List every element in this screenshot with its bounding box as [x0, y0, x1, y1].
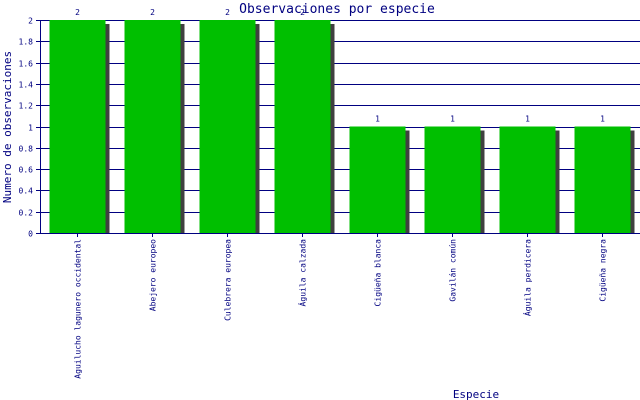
y-tick-label: 0.2 — [19, 209, 34, 218]
bar — [49, 20, 106, 233]
y-tick-label: 1 — [28, 124, 33, 133]
x-tick-label: Abejero europeo — [149, 239, 158, 311]
data-label: 2 — [300, 8, 305, 17]
data-label: 2 — [150, 8, 155, 17]
labels: 0 0.2 0.4 0.6 0.8 1 1.2 1.4 1.6 1.8 2 2 Aguilucho la… — [19, 8, 608, 379]
bar — [274, 20, 331, 233]
y-tick-label: 1.6 — [19, 60, 34, 69]
y-tick-label: 1.2 — [19, 102, 34, 111]
y-tick-label: 2 — [28, 17, 33, 26]
x-axis-title: Especie — [453, 388, 499, 400]
y-tick-label: 1.4 — [19, 81, 34, 90]
data-label: 1 — [525, 115, 530, 124]
x-tick-label: Cigüeña blanca — [374, 239, 383, 307]
y-tick-label: 0 — [28, 230, 33, 239]
bar — [574, 126, 631, 233]
data-label: 1 — [450, 115, 455, 124]
bar — [499, 126, 556, 233]
x-tick-label: Aguilucho lagunero occidental — [74, 239, 83, 379]
bar — [424, 126, 481, 233]
x-tick-label: Gavilán común — [449, 239, 458, 302]
chart-title: Observaciones por especie — [239, 2, 435, 17]
data-label: 2 — [225, 8, 230, 17]
x-tick-label: Culebrera europea — [224, 239, 233, 321]
y-axis-title: Numero de observaciones — [1, 51, 14, 203]
x-tick-label: Águila calzada — [297, 239, 308, 307]
data-label: 1 — [600, 115, 605, 124]
y-tick-label: 0.6 — [19, 166, 34, 175]
y-tick-label: 1.8 — [19, 38, 34, 47]
data-label: 1 — [375, 115, 380, 124]
x-tick-label: Cigüeña negra — [599, 239, 608, 302]
y-tick-label: 0.8 — [19, 145, 34, 154]
bar — [199, 20, 256, 233]
axes — [36, 20, 640, 237]
x-tick-label: Águila perdicera — [522, 239, 533, 316]
bars — [49, 20, 635, 233]
bar — [349, 126, 406, 233]
bar — [124, 20, 181, 233]
data-label: 2 — [75, 8, 80, 17]
y-tick-label: 0.4 — [19, 187, 34, 196]
